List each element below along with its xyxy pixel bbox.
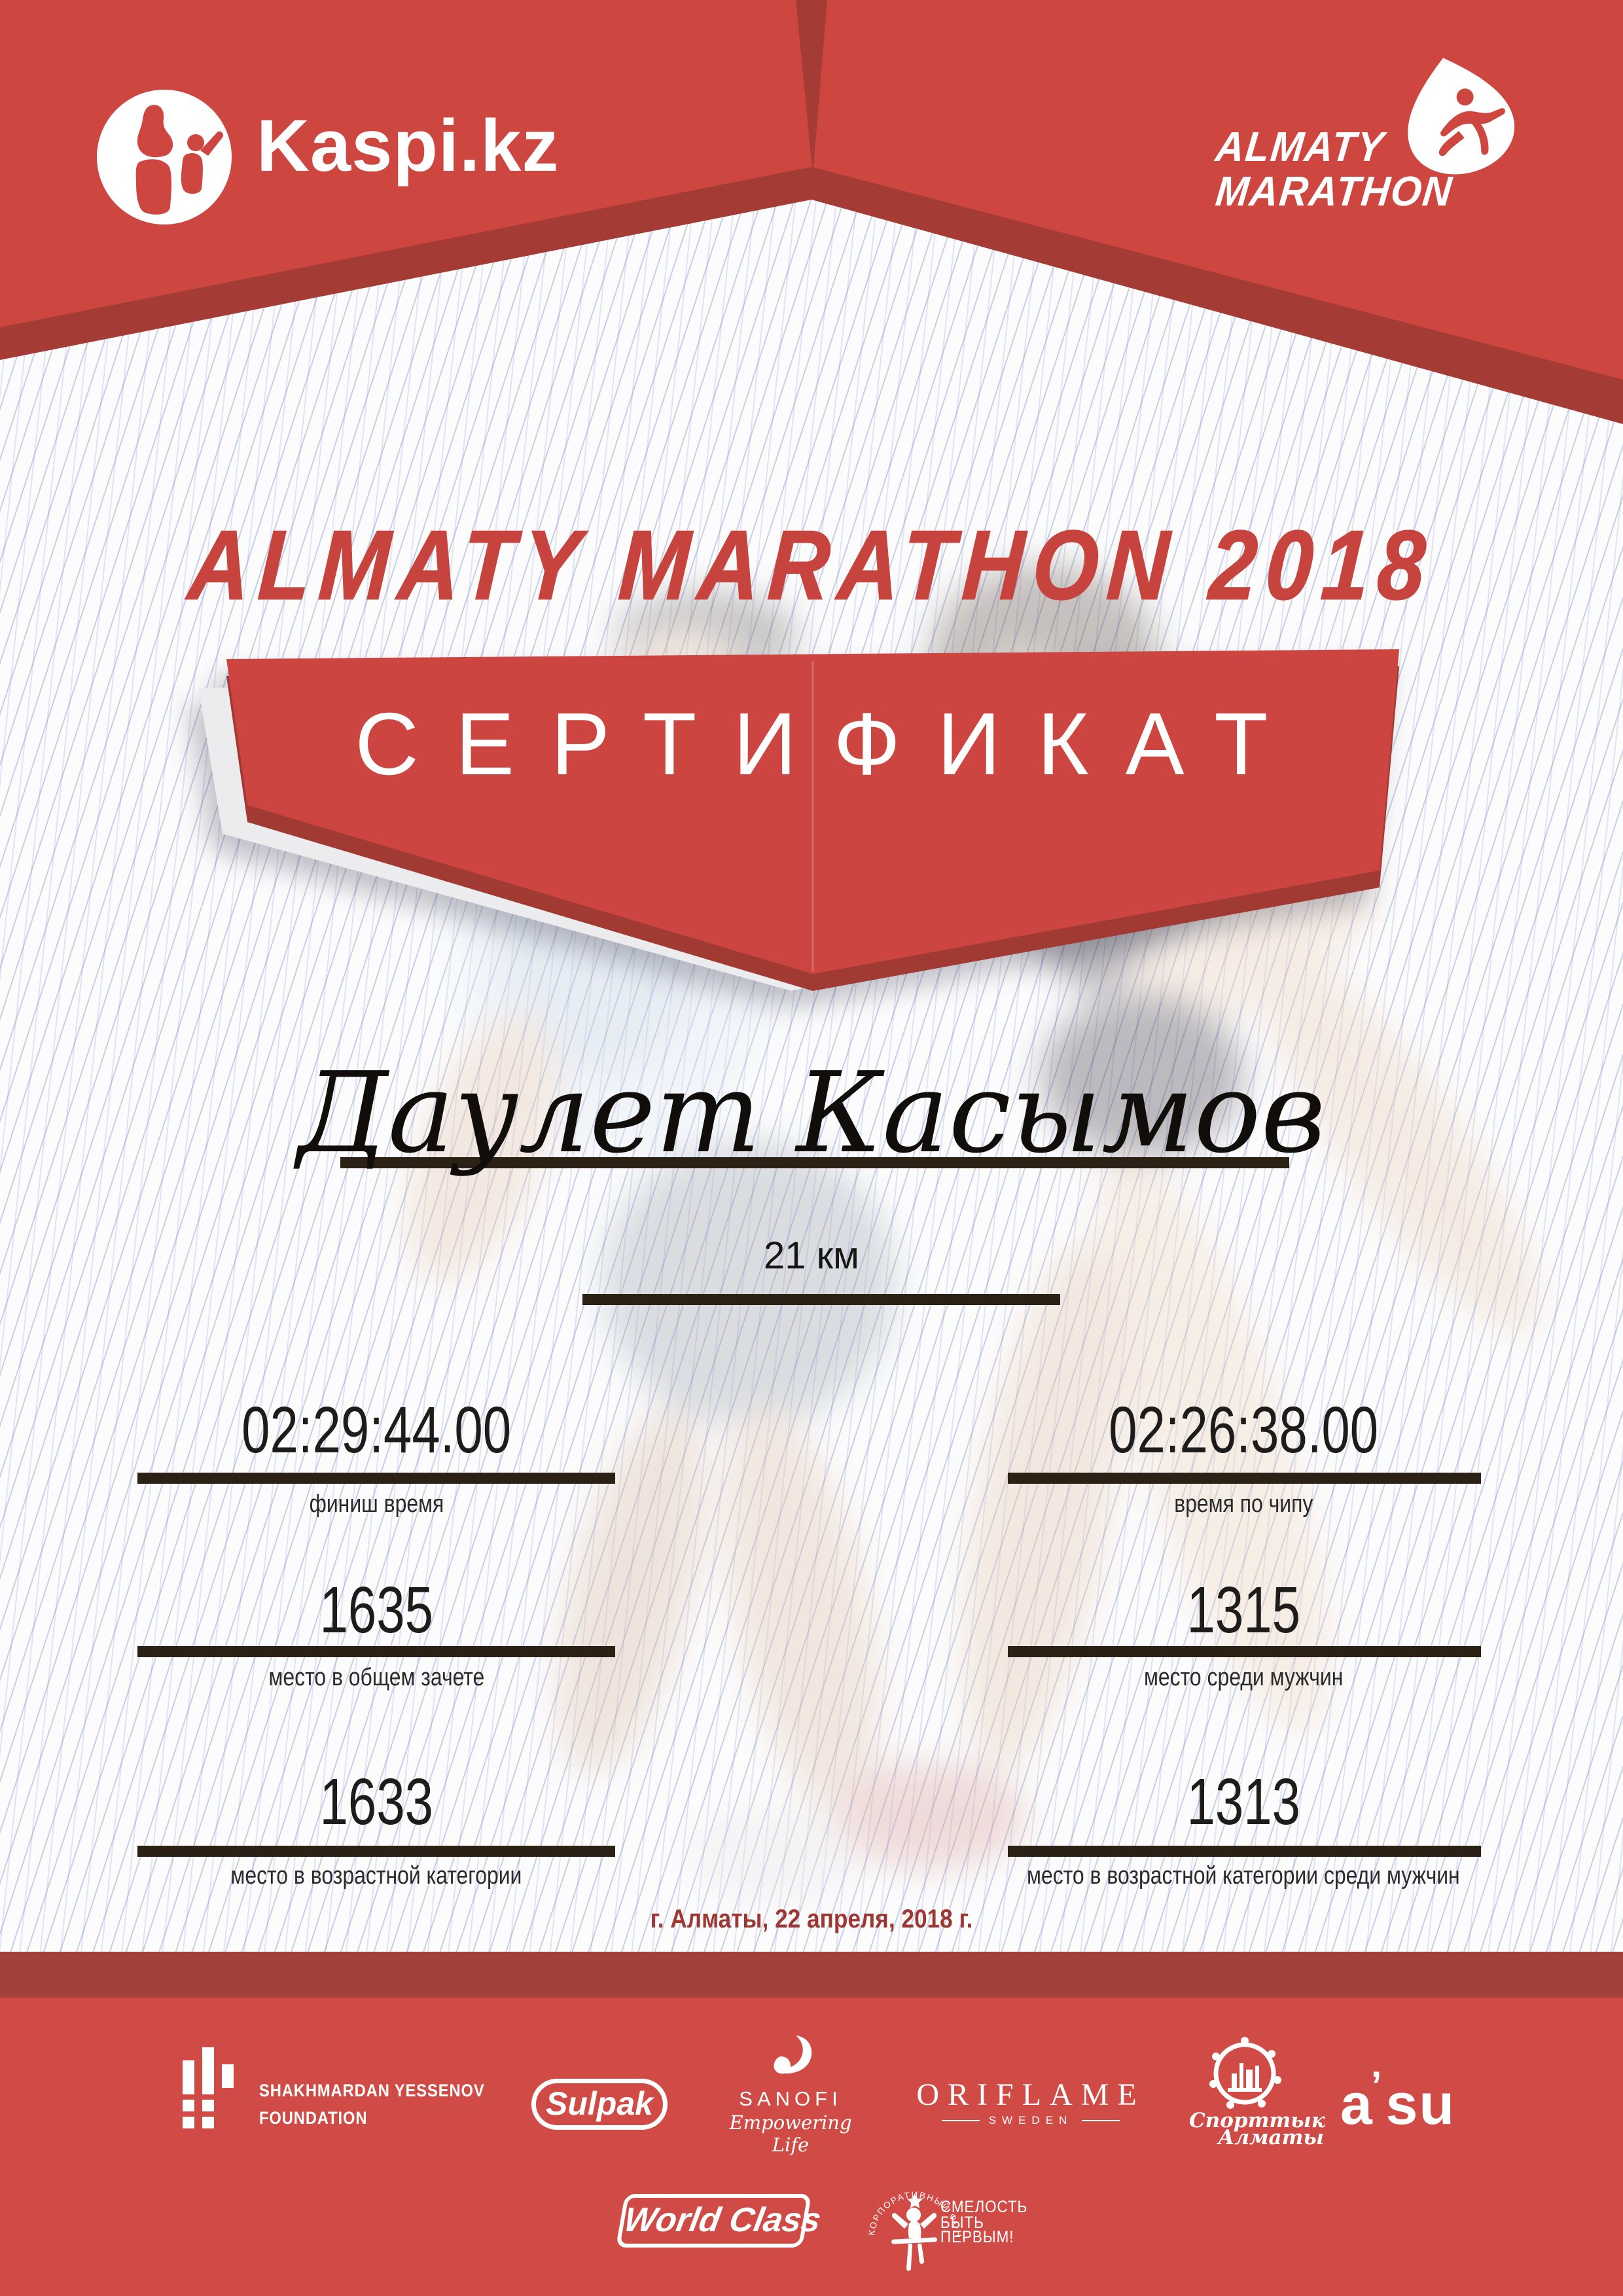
sulpak-logo: Sulpak [531,2079,668,2130]
banner-face [226,649,1399,974]
finish-time-underline [137,1473,615,1484]
footer-top-strip [0,1952,1623,1998]
chip-time-value: 02:26:38.00 [1108,1393,1379,1467]
yessenov-foundation-icon [183,2047,234,2128]
sanofi-tagline: Empowering Life [729,2111,852,2156]
age-gender-place-label: место в возрастной категории среди мужчи… [1027,1862,1460,1890]
fund-smelost-logo-icon: КОРПОРАТИВНЫЙ ФОНД [863,2168,962,2271]
name-underline [340,1157,1289,1168]
age-place-value: 1633 [319,1765,433,1839]
header-band [0,0,1623,424]
oriflame-logo-text: ORIFLAME [916,2077,1145,2112]
participant-name: Даулет Касымов [297,1049,1326,1178]
almaty-marathon-logo-line1: ALMATY [1213,123,1387,170]
world-class-logo: World Class [615,2194,824,2248]
sport-almaty-name-line2: Алматы [1218,2126,1324,2149]
overall-place-label: место в общем зачете [268,1664,484,1691]
gender-place-value: 1315 [1186,1573,1300,1647]
footer-band [0,1998,1623,2296]
oriflame-left-dash [941,2120,980,2121]
finish-time-label: финиш время [309,1490,444,1518]
gender-place-label: место среди мужчин [1143,1664,1344,1691]
certificate-label: СЕРТИФИКАТ [355,694,1305,793]
asu-accent: ʼ [1370,2064,1383,2108]
kaspi-logo-text: Kaspi.kz [257,105,560,187]
chip-time-label: время по чипу [1173,1490,1313,1518]
almaty-marathon-logo-line2: MARATHON [1213,168,1455,215]
gender-place-underline [1008,1646,1481,1657]
almaty-marathon-logo-icon [1408,58,1514,175]
fund-slogan-line3: ПЕРВЫМ! [940,2228,1014,2246]
finish-time-value: 02:29:44.00 [241,1393,512,1467]
oriflame-right-dash [1082,2120,1120,2121]
fund-slogan-line2: БЫТЬ [940,2214,984,2232]
sanofi-logo-text: SANOFI [739,2087,842,2110]
chip-time-underline [1008,1473,1481,1484]
oriflame-sweden-row: SWEDEN [910,2114,1152,2127]
sanofi-bird-icon [774,2036,812,2074]
overall-place-underline [137,1646,615,1657]
event-date: г. Алматы, 22 апреля, 2018 г. [650,1905,973,1933]
age-place-underline [137,1846,615,1857]
sport-almaty-emblem-icon [1209,2037,1281,2109]
distance-value: 21 км [764,1234,859,1277]
certificate-banner [198,649,1399,991]
yessenov-foundation-name-line2: FOUNDATION [259,2108,368,2128]
age-gender-place-value: 1313 [1186,1765,1300,1839]
age-place-label: место в возрастной категории [230,1862,522,1890]
asu-logo: aʼsu [1340,2064,1456,2136]
oriflame-country: SWEDEN [988,2114,1073,2126]
header-center-spike [796,0,827,175]
fund-slogan-line1: СМЕЛОСТЬ [940,2198,1028,2216]
distance-underline [582,1294,1060,1305]
event-title: ALMATY MARATHON 2018 [185,509,1438,620]
header-band-shape [0,0,1623,380]
kaspi-logo-icon [97,90,232,224]
yessenov-foundation-name-line1: SHAKHMARDAN YESSENOV [259,2081,485,2100]
age-gender-place-underline [1008,1846,1481,1857]
overall-place-value: 1635 [319,1573,433,1647]
